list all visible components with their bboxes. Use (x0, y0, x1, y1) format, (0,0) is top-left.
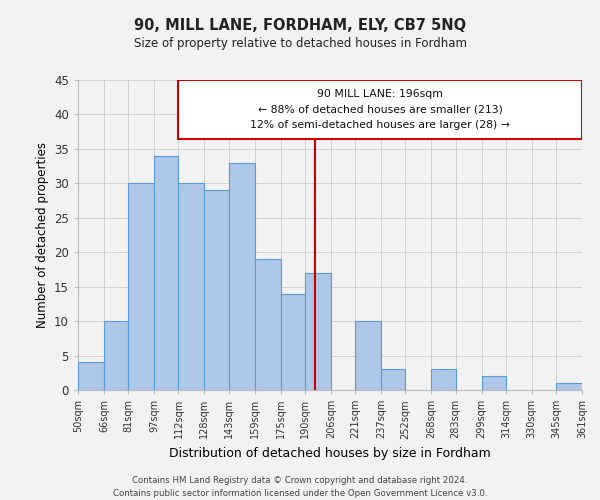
Bar (178, 184, 205, 390)
Bar (205, 190, 229, 390)
Text: Contains HM Land Registry data © Crown copyright and database right 2024.
Contai: Contains HM Land Registry data © Crown c… (113, 476, 487, 498)
Bar (482, 376, 506, 390)
Bar (381, 370, 406, 390)
FancyBboxPatch shape (178, 80, 582, 138)
Bar (78, 362, 104, 390)
Bar (431, 370, 455, 390)
Bar (281, 294, 305, 390)
Text: 90, MILL LANE, FORDHAM, ELY, CB7 5NQ: 90, MILL LANE, FORDHAM, ELY, CB7 5NQ (134, 18, 466, 32)
Bar (154, 156, 178, 390)
Text: Size of property relative to detached houses in Fordham: Size of property relative to detached ho… (133, 38, 467, 51)
Bar (229, 162, 254, 390)
Bar (104, 321, 128, 390)
Bar (355, 321, 381, 390)
Y-axis label: Number of detached properties: Number of detached properties (35, 142, 49, 328)
Bar (128, 184, 154, 390)
Bar (556, 383, 582, 390)
X-axis label: Distribution of detached houses by size in Fordham: Distribution of detached houses by size … (169, 447, 491, 460)
Text: 90 MILL LANE: 196sqm
← 88% of detached houses are smaller (213)
12% of semi-deta: 90 MILL LANE: 196sqm ← 88% of detached h… (250, 88, 510, 130)
Bar (305, 273, 331, 390)
Bar (254, 259, 281, 390)
